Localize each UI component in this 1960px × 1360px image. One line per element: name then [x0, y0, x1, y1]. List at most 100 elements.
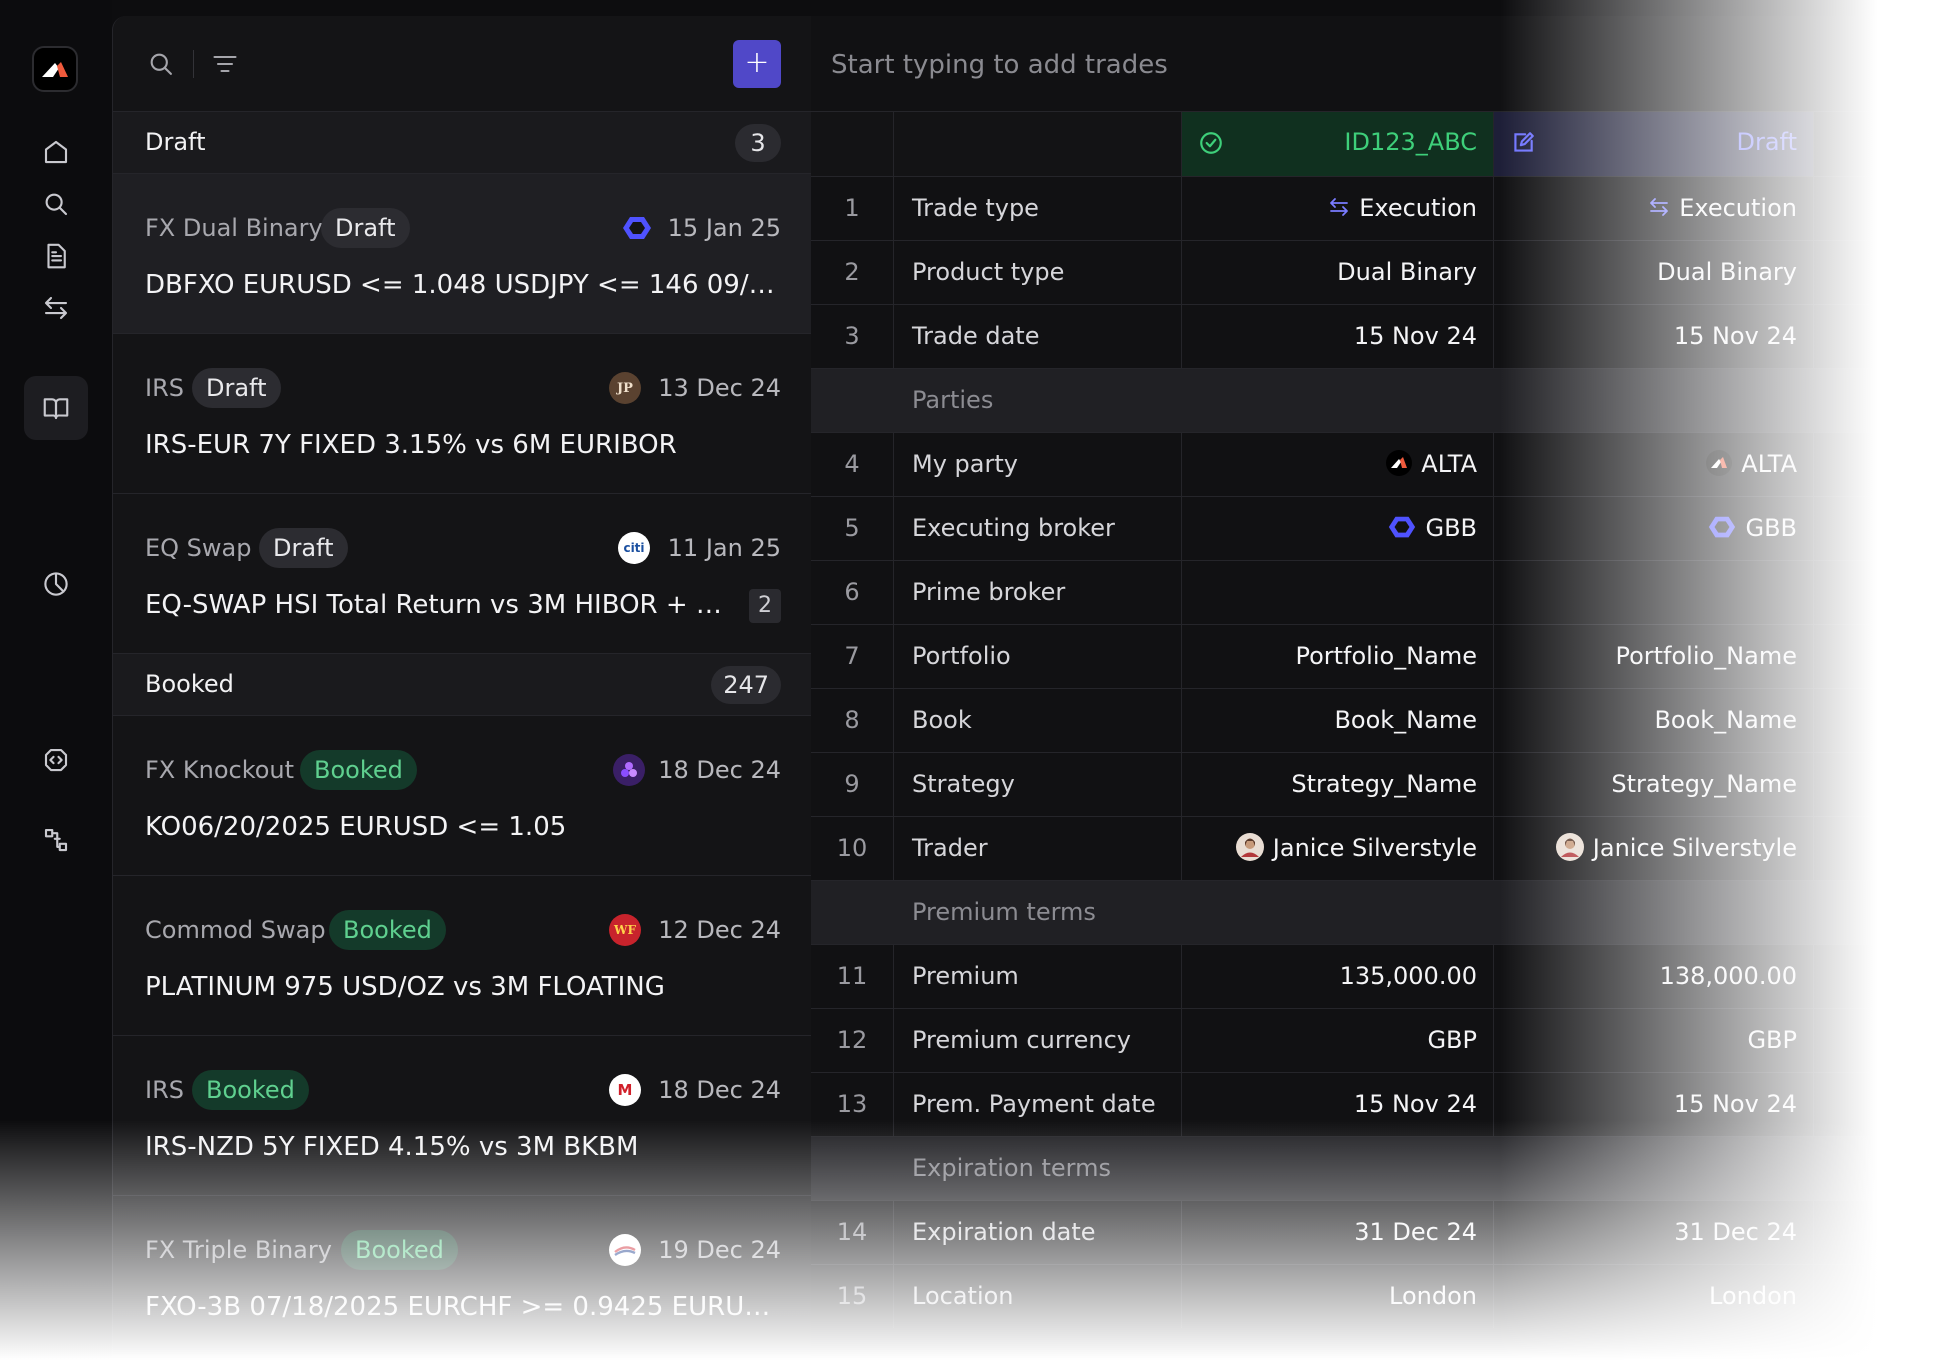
pie-chart-icon[interactable]	[24, 552, 88, 616]
search-icon[interactable]	[24, 172, 88, 236]
trade-item[interactable]: IRS Booked M 18 Dec 24 IRS-NZD 5Y FIXED …	[113, 1036, 811, 1196]
value-cell[interactable]: ALTA	[1182, 433, 1494, 496]
trade-item[interactable]: EQ Swap Draft citi 11 Jan 25 EQ-SWAP HSI…	[113, 494, 811, 654]
table-row[interactable]: 1 Trade type Execution Execution	[811, 176, 1960, 240]
table-row[interactable]: 7 Portfolio Portfolio_Name Portfolio_Nam…	[811, 624, 1960, 688]
table-row[interactable]: 4 My party ALTA ALTA	[811, 432, 1960, 496]
value-cell[interactable]: Portfolio_Name	[1182, 625, 1494, 688]
trade-date: 18 Dec 24	[658, 1076, 781, 1104]
group-label: Booked	[145, 670, 234, 698]
transfer-icon	[1650, 198, 1669, 216]
document-icon[interactable]	[24, 224, 88, 288]
trade-description: KO06/20/2025 EURUSD <= 1.05	[145, 812, 567, 842]
search-icon[interactable]	[145, 48, 177, 80]
value-cell[interactable]: Execution	[1494, 177, 1814, 240]
value-text: Execution	[1679, 194, 1797, 222]
table-row[interactable]: 9 Strategy Strategy_Name Strategy_Name	[811, 752, 1960, 816]
workflow-icon[interactable]	[24, 808, 88, 872]
table-row[interactable]: 5 Executing broker GBB GBB	[811, 496, 1960, 560]
revision-count-badge: 2	[749, 589, 781, 623]
value-cell[interactable]: Execution	[1182, 177, 1494, 240]
field-name-header	[894, 112, 1182, 176]
citi-logo: citi	[618, 532, 650, 564]
row-number: 3	[811, 305, 894, 368]
value-cell[interactable]: GBB	[1182, 497, 1494, 560]
section-label: Expiration terms	[912, 1154, 1111, 1182]
status-badge: Draft	[192, 368, 281, 408]
add-trades-input[interactable]	[829, 42, 1733, 88]
section-header-premium-terms[interactable]: Premium terms	[811, 880, 1960, 944]
table-row[interactable]: 11 Premium 135,000.00 138,000.00	[811, 944, 1960, 1008]
list-toolbar: +	[113, 16, 811, 112]
row-number: 6	[811, 561, 894, 624]
wf-logo: WF	[609, 914, 641, 946]
trade-list-panel: + Draft 3 FX Dual Binary Draft 15 Jan 25…	[112, 16, 812, 1360]
status-badge: Booked	[300, 750, 417, 790]
value-cell[interactable]: GBP	[1494, 1009, 1814, 1072]
group-header-draft[interactable]: Draft 3	[113, 112, 811, 174]
value-cell[interactable]: Book_Name	[1494, 689, 1814, 752]
value-text: GBB	[1425, 514, 1477, 542]
trade-item[interactable]: Commod Swap Booked WF 12 Dec 24 PLATINUM…	[113, 876, 811, 1036]
trade-date: 18 Dec 24	[658, 756, 781, 784]
transfer-icon[interactable]	[24, 276, 88, 340]
table-row[interactable]: 6 Prime broker	[811, 560, 1960, 624]
table-row[interactable]: 15 Location London London	[811, 1264, 1960, 1328]
table-row[interactable]: 10 Trader Janice Silverstyle Janice Silv…	[811, 816, 1960, 880]
value-cell[interactable]: 138,000.00	[1494, 945, 1814, 1008]
value-cell[interactable]: 15 Nov 24	[1182, 305, 1494, 368]
value-cell[interactable]: 135,000.00	[1182, 945, 1494, 1008]
add-trade-button[interactable]: +	[733, 40, 781, 88]
value-cell[interactable]: Strategy_Name	[1182, 753, 1494, 816]
trade-item[interactable]: FX Knockout Booked 18 Dec 24 KO06/20/202…	[113, 716, 811, 876]
trade-description: DBFXO EURUSD <= 1.048 USDJPY <= 146 09/1…	[145, 270, 775, 300]
value-cell[interactable]: London	[1494, 1265, 1814, 1328]
row-number: 11	[811, 945, 894, 1008]
table-row[interactable]: 2 Product type Dual Binary Dual Binary	[811, 240, 1960, 304]
table-row[interactable]: 8 Book Book_Name Book_Name	[811, 688, 1960, 752]
alta-logo[interactable]	[32, 46, 78, 92]
column-header-trade-2[interactable]: Draft	[1494, 112, 1814, 176]
code-icon[interactable]	[24, 728, 88, 792]
value-cell[interactable]: 15 Nov 24	[1494, 1073, 1814, 1136]
value-cell[interactable]: 15 Nov 24	[1182, 1073, 1494, 1136]
column-header-trade-1[interactable]: ID123_ABC	[1182, 112, 1494, 176]
table-row[interactable]: 13 Prem. Payment date 15 Nov 24 15 Nov 2…	[811, 1072, 1960, 1136]
section-header-parties[interactable]: Parties	[811, 368, 1960, 432]
check-circle-icon	[1200, 132, 1222, 154]
value-cell[interactable]: Portfolio_Name	[1494, 625, 1814, 688]
value-cell[interactable]	[1182, 561, 1494, 624]
trade-description: FXO-3B 07/18/2025 EURCHF >= 0.9425 EURUS…	[145, 1292, 775, 1322]
trade-item[interactable]: FX Dual Binary Draft 15 Jan 25 DBFXO EUR…	[113, 174, 811, 334]
value-cell[interactable]: Dual Binary	[1494, 241, 1814, 304]
trade-item[interactable]: IRS Draft JP 13 Dec 24 IRS-EUR 7Y FIXED …	[113, 334, 811, 494]
value-cell[interactable]: 31 Dec 24	[1494, 1201, 1814, 1264]
home-icon[interactable]	[24, 120, 88, 184]
value-cell[interactable]: GBP	[1182, 1009, 1494, 1072]
transfer-icon	[1330, 198, 1349, 216]
filter-icon[interactable]	[209, 48, 241, 80]
row-number: 14	[811, 1201, 894, 1264]
field-name: Prem. Payment date	[894, 1073, 1182, 1136]
trade-item[interactable]: FX Triple Binary Booked 19 Dec 24 FXO-3B…	[113, 1196, 811, 1356]
field-name: Location	[894, 1265, 1182, 1328]
value-cell[interactable]: Dual Binary	[1182, 241, 1494, 304]
value-cell[interactable]: 31 Dec 24	[1182, 1201, 1494, 1264]
section-label: Premium terms	[912, 898, 1096, 926]
value-cell[interactable]	[1494, 561, 1814, 624]
section-header-expiration-terms[interactable]: Expiration terms	[811, 1136, 1960, 1200]
table-row[interactable]: 14 Expiration date 31 Dec 24 31 Dec 24	[811, 1200, 1960, 1264]
value-cell[interactable]: Book_Name	[1182, 689, 1494, 752]
table-row[interactable]: 3 Trade date 15 Nov 24 15 Nov 24	[811, 304, 1960, 368]
value-cell[interactable]: Janice Silverstyle	[1182, 817, 1494, 880]
value-cell[interactable]: GBB	[1494, 497, 1814, 560]
value-cell[interactable]: 15 Nov 24	[1494, 305, 1814, 368]
value-cell[interactable]: ALTA	[1494, 433, 1814, 496]
gbb-logo	[621, 212, 653, 244]
table-row[interactable]: 12 Premium currency GBP GBP	[811, 1008, 1960, 1072]
group-header-booked[interactable]: Booked 247	[113, 654, 811, 716]
value-cell[interactable]: London	[1182, 1265, 1494, 1328]
value-cell[interactable]: Strategy_Name	[1494, 753, 1814, 816]
book-icon[interactable]	[24, 376, 88, 440]
value-cell[interactable]: Janice Silverstyle	[1494, 817, 1814, 880]
